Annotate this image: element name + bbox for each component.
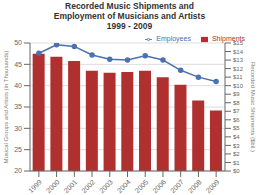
svg-text:2008: 2008 bbox=[187, 178, 203, 194]
svg-text:$9: $9 bbox=[233, 91, 240, 97]
svg-text:2006: 2006 bbox=[151, 178, 167, 194]
svg-text:2002: 2002 bbox=[80, 178, 96, 194]
svg-text:45: 45 bbox=[14, 61, 22, 68]
svg-text:2000: 2000 bbox=[45, 178, 61, 194]
svg-text:$3: $3 bbox=[233, 143, 240, 149]
svg-text:$5: $5 bbox=[233, 125, 240, 131]
svg-text:$13: $13 bbox=[233, 57, 244, 63]
svg-text:2005: 2005 bbox=[133, 178, 149, 194]
svg-text:$1: $1 bbox=[233, 160, 240, 166]
svg-text:$14: $14 bbox=[233, 49, 244, 55]
svg-text:$12: $12 bbox=[233, 66, 244, 72]
svg-text:2009: 2009 bbox=[204, 178, 220, 194]
svg-text:2003: 2003 bbox=[98, 178, 114, 194]
svg-text:$2: $2 bbox=[233, 151, 240, 157]
svg-text:$6: $6 bbox=[233, 117, 240, 123]
svg-text:2004: 2004 bbox=[116, 178, 132, 194]
svg-text:$8: $8 bbox=[233, 100, 240, 106]
svg-text:$4: $4 bbox=[233, 134, 240, 140]
svg-text:40: 40 bbox=[14, 82, 22, 89]
svg-text:20: 20 bbox=[14, 167, 22, 174]
svg-text:30: 30 bbox=[14, 125, 22, 132]
svg-text:2001: 2001 bbox=[63, 178, 79, 194]
svg-text:$7: $7 bbox=[233, 108, 240, 114]
svg-text:$0: $0 bbox=[233, 168, 240, 174]
svg-text:$11: $11 bbox=[233, 74, 243, 80]
svg-text:25: 25 bbox=[14, 146, 22, 153]
svg-text:Musical Groups and Artists (in: Musical Groups and Artists (in Thousands… bbox=[8, 51, 9, 164]
svg-text:50: 50 bbox=[14, 39, 22, 46]
svg-text:Recorded Music Shipments ($bil: Recorded Music Shipments ($bil.) bbox=[250, 62, 251, 152]
svg-text:1999: 1999 bbox=[27, 178, 43, 194]
svg-text:$15: $15 bbox=[233, 40, 244, 46]
svg-text:35: 35 bbox=[14, 103, 22, 110]
svg-text:$10: $10 bbox=[233, 83, 244, 89]
svg-text:2007: 2007 bbox=[169, 178, 185, 194]
